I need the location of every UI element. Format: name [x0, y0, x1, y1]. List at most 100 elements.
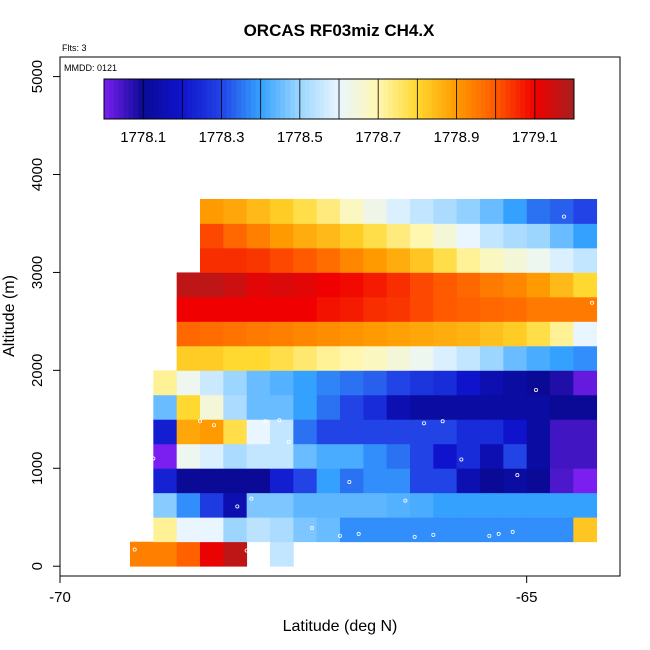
colorbar-swatch [368, 79, 374, 119]
colorbar-swatch [417, 79, 423, 119]
heatmap-cell [386, 492, 411, 518]
colorbar-swatch [123, 79, 129, 119]
heatmap-cell [480, 272, 504, 298]
heatmap-cell [176, 345, 201, 371]
y-axis: 0 1000 2000 3000 4000 5000 [29, 60, 60, 570]
heatmap-cell [176, 370, 201, 396]
colorbar-swatch [402, 79, 409, 119]
heatmap-cell [433, 468, 458, 494]
heatmap-cell [246, 272, 271, 298]
heatmap-cell [363, 370, 388, 396]
colorbar-swatch [113, 79, 120, 119]
heatmap-cell [363, 394, 388, 420]
colorbar-swatch [495, 79, 502, 119]
heatmap-cell [410, 370, 434, 396]
heatmap-cell [200, 492, 224, 518]
colorbar-swatch [285, 79, 291, 119]
colorbar-swatch [231, 79, 237, 119]
sample-point [459, 457, 464, 462]
heatmap-cell [200, 345, 224, 371]
colorbar-swatch [422, 79, 428, 119]
colorbar-swatch [157, 79, 164, 119]
heatmap-cell [316, 468, 341, 494]
colorbar-swatch [226, 79, 232, 119]
heatmap-cell [316, 272, 341, 298]
heatmap-cell [433, 419, 458, 445]
heatmap-cell [480, 517, 504, 543]
heatmap-cell [316, 247, 341, 273]
sample-point [277, 418, 282, 423]
heatmap-cell [153, 492, 178, 518]
heatmap-cell [386, 419, 411, 445]
heatmap-cell [223, 272, 248, 298]
heatmap-cell [316, 419, 341, 445]
heatmap-cell [503, 198, 528, 224]
heatmap-cell [153, 394, 178, 420]
heatmap-cell [270, 443, 294, 469]
heatmap-cell [293, 247, 318, 273]
heatmap-cell [480, 468, 504, 494]
heatmap-cell [340, 272, 364, 298]
heatmap-cell [293, 443, 318, 469]
colorbar-swatch [162, 79, 169, 119]
colorbar-swatch [510, 79, 516, 119]
colorbar-swatch [309, 79, 316, 119]
heatmap-cell [526, 223, 551, 249]
heatmap-cell [340, 247, 364, 273]
heatmap-cell [386, 468, 411, 494]
heatmap-cell [246, 394, 271, 420]
colorbar-tick-label: 1778.9 [434, 129, 480, 146]
heatmap-cell [573, 321, 598, 347]
colorbar-swatch [206, 79, 213, 119]
colorbar-swatch [569, 79, 575, 119]
heatmap-cell [456, 517, 481, 543]
heatmap-cell [293, 468, 318, 494]
heatmap-cell [363, 223, 388, 249]
heatmap-cell [480, 419, 504, 445]
heatmap-cell [340, 321, 364, 347]
heatmap-cell [550, 321, 574, 347]
heatmap-cell [223, 541, 248, 567]
heatmap-cell [480, 492, 504, 518]
colorbar-swatch [294, 79, 301, 119]
sample-point [440, 419, 445, 424]
heatmap-cell [433, 223, 458, 249]
colorbar-swatch [407, 79, 413, 119]
heatmap-cell [270, 370, 294, 396]
heatmap-cell [223, 492, 248, 518]
colorbar-swatch [446, 79, 453, 119]
heatmap-cell [456, 272, 481, 298]
heatmap-cell [153, 443, 178, 469]
colorbar-swatch [520, 79, 526, 119]
sample-point [487, 533, 492, 538]
heatmap-cell [503, 272, 528, 298]
colorbar-swatch [373, 79, 379, 119]
chart-title: ORCAS RF03miz CH4.X [244, 21, 435, 40]
heatmap-cell [526, 247, 551, 273]
sample-point [132, 547, 137, 552]
heatmap-cell [386, 296, 411, 322]
heatmap-cell [573, 223, 598, 249]
heatmap-cell [270, 345, 294, 371]
sample-points [123, 198, 595, 553]
colorbar-swatch [436, 79, 443, 119]
heatmap-cell [503, 345, 528, 371]
heatmap-cell [246, 247, 271, 273]
heatmap-cell [433, 272, 458, 298]
heatmap-cell [573, 517, 598, 543]
date-annotation: MMDD: 0121 [64, 63, 117, 73]
heatmap-cell [270, 419, 294, 445]
heatmap-cell [340, 468, 364, 494]
heatmap-cell [200, 272, 224, 298]
sample-point [249, 496, 254, 501]
colorbar: 1778.1 1778.3 1778.5 1778.7 1778.9 1779.1 [103, 78, 575, 146]
heatmap-cell [340, 419, 364, 445]
heatmap-cell [340, 296, 364, 322]
heatmap-cell [550, 345, 574, 371]
heatmap-cell [363, 247, 388, 273]
heatmap-cell [223, 223, 248, 249]
heatmap-cell [480, 370, 504, 396]
heatmap-cell [270, 223, 294, 249]
heatmap-cell [223, 370, 248, 396]
heatmap-cell [526, 443, 551, 469]
